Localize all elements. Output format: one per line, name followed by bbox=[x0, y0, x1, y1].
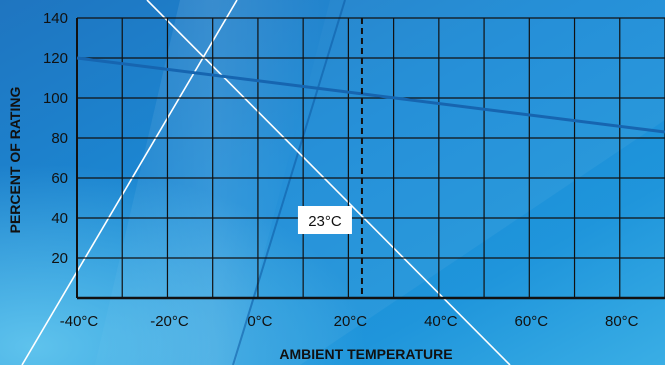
reference-layer: 23°C bbox=[297, 18, 363, 298]
x-tick-label: 0°C bbox=[247, 313, 272, 330]
decor-line-left bbox=[21, 0, 238, 365]
y-tick-label: 140 bbox=[43, 10, 68, 27]
y-tick-label: 20 bbox=[51, 250, 68, 267]
y-tick-label: 100 bbox=[43, 90, 68, 107]
y-tick-label: 80 bbox=[51, 130, 68, 147]
x-tick-label: 20°C bbox=[334, 313, 368, 330]
background-stroke bbox=[232, 0, 346, 365]
y-axis-title: PERCENT OF RATING bbox=[7, 87, 23, 234]
y-tick-label: 60 bbox=[51, 170, 68, 187]
decor-line-cross bbox=[146, 0, 511, 365]
y-tick-label: 120 bbox=[43, 50, 68, 67]
series-line bbox=[76, 56, 665, 134]
x-tick-label: 60°C bbox=[515, 313, 549, 330]
x-tick-label: -40°C bbox=[60, 313, 99, 330]
reference-label-box bbox=[297, 206, 352, 234]
y-tick-label: 40 bbox=[51, 210, 68, 227]
x-tick-label: -20°C bbox=[150, 313, 189, 330]
series-layer bbox=[76, 56, 665, 134]
tick-labels: 20 40 60 80 100 120 140 -40°C -20°C 0°C 20°C 40°C 60… bbox=[43, 10, 639, 330]
x-tick-label: 80°C bbox=[605, 313, 639, 330]
x-tick-label: 40°C bbox=[424, 313, 458, 330]
x-axis-title: AMBIENT TEMPERATURE bbox=[279, 346, 452, 362]
reference-label: 23°C bbox=[308, 213, 342, 230]
